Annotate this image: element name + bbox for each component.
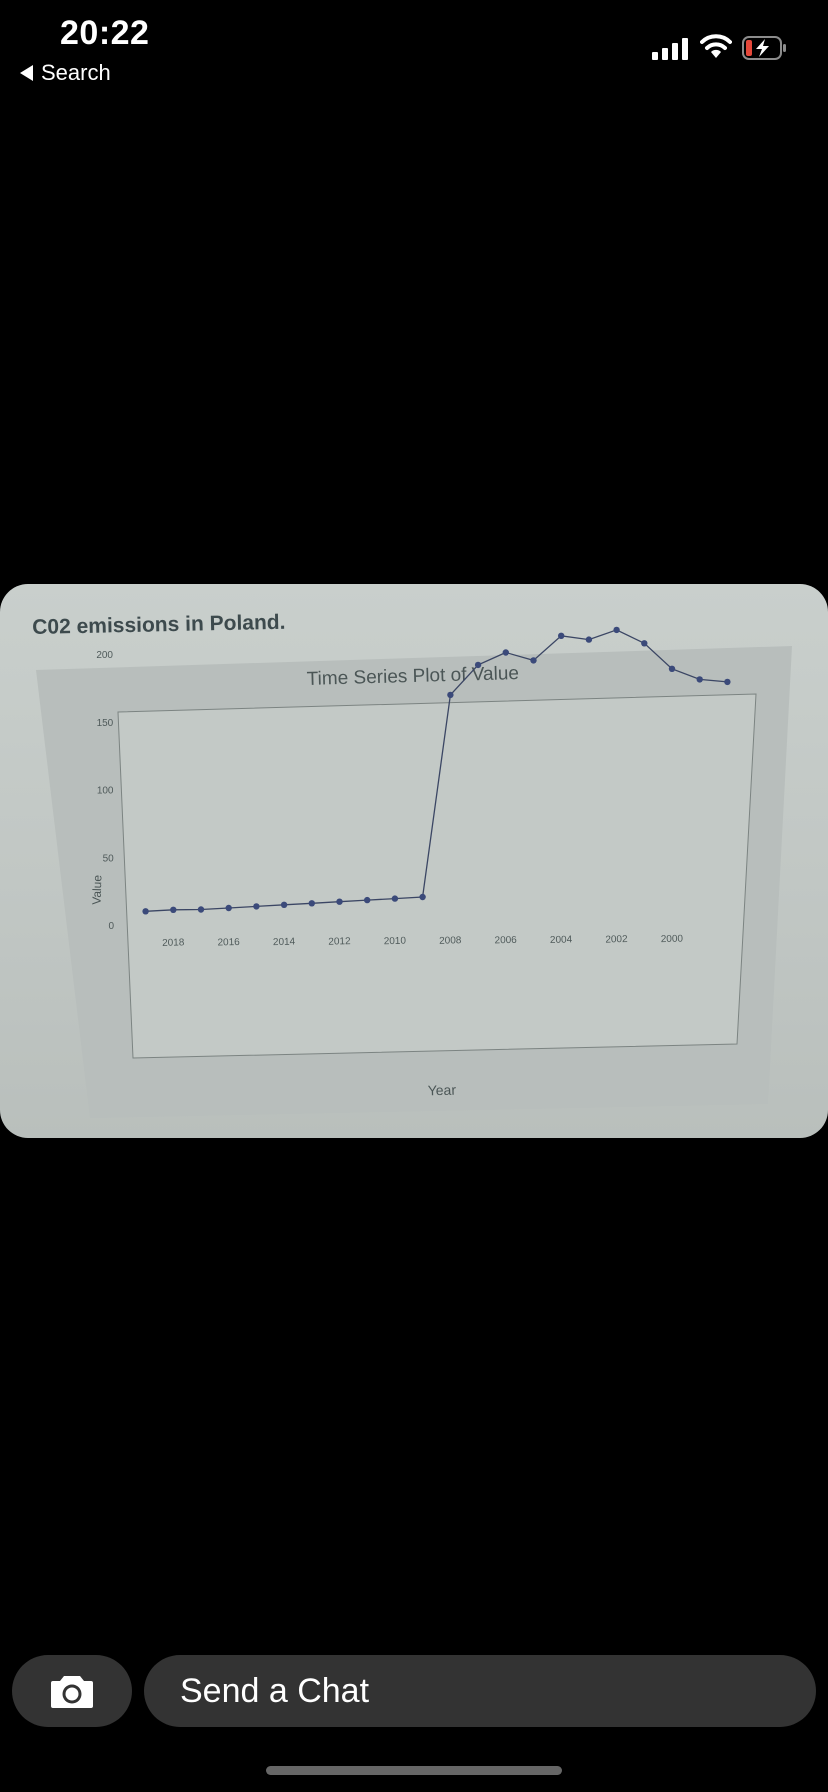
x-tick-label: 2014 xyxy=(273,936,296,948)
chart-photo[interactable]: Time Series Plot of Value Year Value 0 50… xyxy=(0,584,828,1138)
data-point xyxy=(142,908,149,915)
send-a-chat-input[interactable]: Send a Chat xyxy=(144,1655,816,1727)
plot-area xyxy=(117,693,757,1059)
y-tick-label: 200 xyxy=(96,650,113,661)
data-point xyxy=(197,906,205,913)
x-tick-label: 2004 xyxy=(550,934,573,946)
x-tick-label: 2012 xyxy=(328,936,351,948)
cellular-signal-icon xyxy=(652,36,688,60)
data-point xyxy=(364,896,371,904)
series-line xyxy=(145,629,728,912)
x-tick-label: 2018 xyxy=(162,937,185,949)
data-point xyxy=(641,640,648,647)
data-point xyxy=(447,691,454,699)
data-point xyxy=(419,893,426,901)
data-point xyxy=(391,895,399,902)
data-point xyxy=(668,665,676,672)
camera-icon xyxy=(51,1676,93,1708)
camera-button[interactable] xyxy=(12,1655,132,1727)
data-point xyxy=(280,901,288,908)
data-point xyxy=(530,657,537,664)
x-axis-label: Year xyxy=(427,1082,456,1099)
x-tick-label: 2010 xyxy=(384,936,407,948)
data-point xyxy=(336,898,343,905)
x-tick-label: 2000 xyxy=(661,934,684,946)
chat-composer: Send a Chat xyxy=(0,1650,828,1740)
data-point xyxy=(558,632,565,639)
wifi-icon xyxy=(700,34,732,58)
battery-charging-icon xyxy=(742,36,786,60)
x-tick-label: 2002 xyxy=(605,934,628,946)
status-bar: 20:22 Search xyxy=(0,0,828,100)
y-tick-label: 0 xyxy=(108,921,114,932)
back-to-search-link[interactable]: Search xyxy=(20,60,111,86)
home-indicator[interactable] xyxy=(266,1766,562,1775)
data-point xyxy=(474,661,482,669)
data-point xyxy=(613,626,620,634)
data-point xyxy=(225,904,232,912)
clock: 20:22 xyxy=(60,14,150,52)
chat-input-placeholder: Send a Chat xyxy=(180,1671,370,1710)
data-point xyxy=(170,906,177,913)
y-axis-label: Value xyxy=(89,874,104,905)
y-tick-label: 50 xyxy=(103,853,115,864)
data-point xyxy=(502,649,509,656)
data-point xyxy=(585,636,593,643)
back-arrow-icon xyxy=(20,65,33,81)
x-tick-label: 2008 xyxy=(439,935,462,947)
y-tick-label: 150 xyxy=(97,718,114,729)
data-point xyxy=(696,676,703,683)
chart-photo-scene: Time Series Plot of Value Year Value 050… xyxy=(36,626,792,1118)
data-point xyxy=(308,900,315,907)
x-tick-label: 2016 xyxy=(217,937,240,949)
back-label: Search xyxy=(41,60,111,85)
data-point xyxy=(724,678,731,686)
data-point xyxy=(253,903,260,910)
x-tick-label: 2006 xyxy=(494,935,517,947)
y-tick-label: 100 xyxy=(97,786,114,797)
